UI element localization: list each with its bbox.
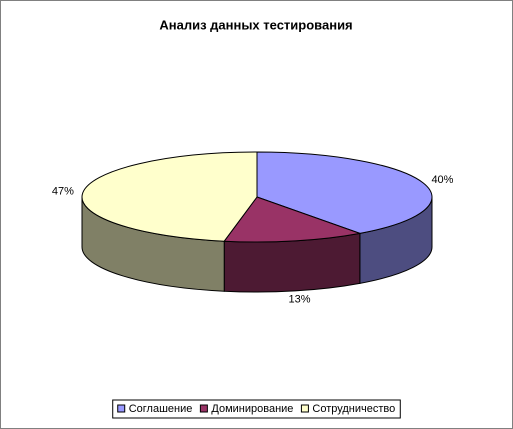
slice	[81, 151, 258, 242]
legend-label: Сотрудничество	[312, 403, 395, 415]
legend-label: Доминирование	[211, 403, 293, 415]
data-label: 40%	[431, 174, 453, 186]
legend-swatch	[117, 404, 126, 413]
slice	[256, 151, 433, 234]
data-label: 13%	[289, 293, 311, 305]
legend-swatch	[199, 404, 208, 413]
legend-box	[112, 399, 401, 419]
legend: Соглашение Доминирование Сотрудничество	[112, 399, 401, 419]
legend-swatch	[300, 404, 309, 413]
slice	[223, 196, 362, 243]
data-label: 47%	[52, 186, 74, 198]
chart-title: Анализ данных тестирования	[159, 17, 352, 32]
legend-label: Соглашение	[129, 403, 193, 415]
